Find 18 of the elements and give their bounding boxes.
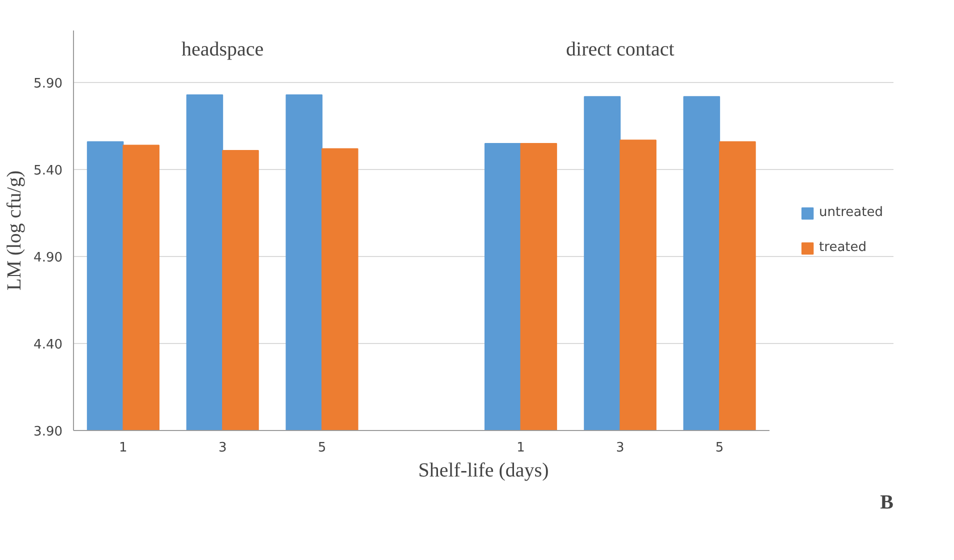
annotation: headspace: [182, 38, 264, 60]
annotation: direct contact: [566, 38, 675, 60]
y-tick-label: 3.90: [34, 424, 63, 440]
y-tick-label: 5.40: [34, 164, 63, 179]
x-tick-label: 1: [119, 440, 128, 456]
y-tick-label: 4.90: [34, 250, 63, 266]
x-tick-label: 3: [218, 440, 227, 456]
legend-label: treated: [819, 240, 867, 255]
legend-label: untreated: [819, 205, 883, 220]
x-tick-label: 5: [318, 440, 326, 456]
x-tick-label: 5: [715, 440, 724, 456]
x-tick-label: 1: [516, 440, 525, 456]
text: B: [880, 492, 894, 514]
x-tick-label: 3: [616, 440, 624, 456]
x-axis-title: Shelf-life (days): [418, 460, 549, 482]
y-tick-label: 4.40: [34, 338, 63, 353]
y-tick-label: 5.90: [34, 76, 63, 92]
y-axis-title: LM (log cfu/g): [4, 170, 26, 290]
